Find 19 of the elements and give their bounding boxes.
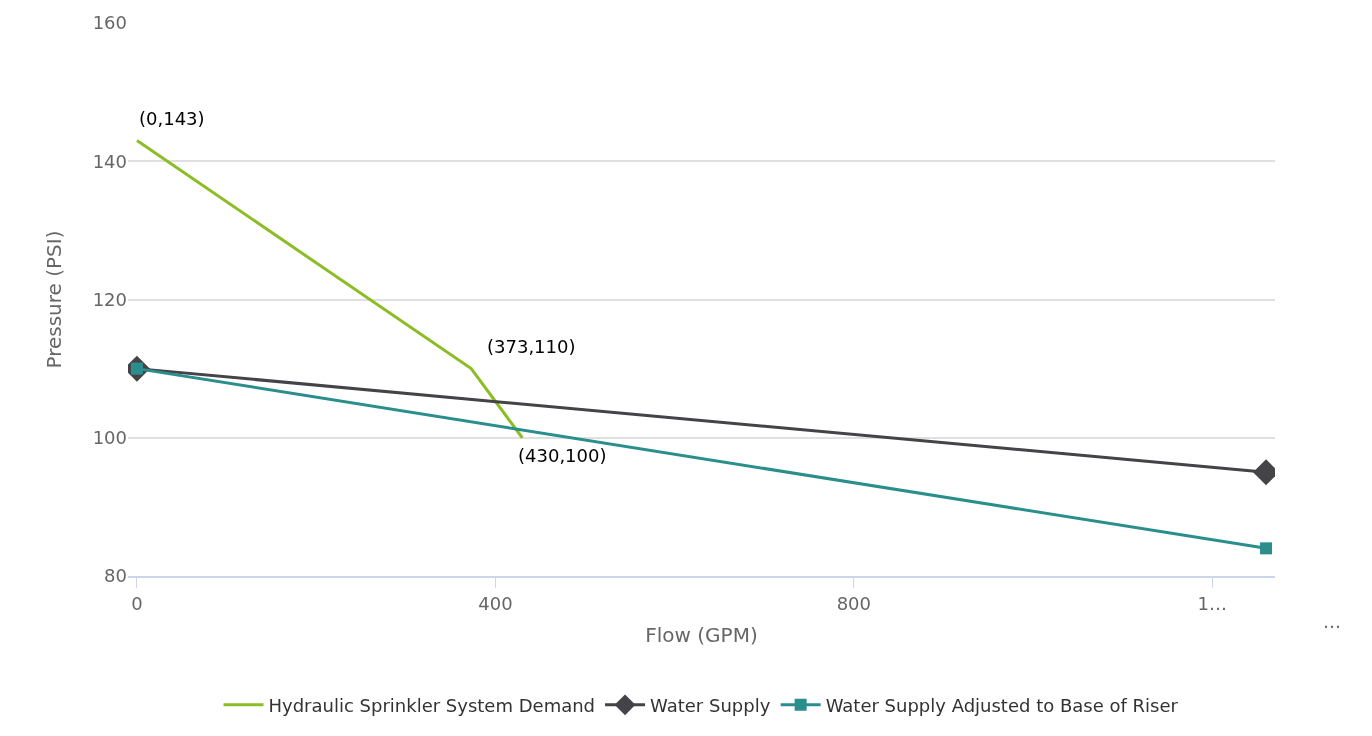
y-tick-label: 120	[92, 288, 127, 310]
x-tick-label: 800	[836, 592, 872, 614]
y-tick-label: 160	[92, 12, 127, 34]
y-tick-label: 100	[92, 427, 127, 449]
x-axis-title: Flow (GPM)	[645, 622, 758, 647]
legend-label: Water Supply	[650, 694, 771, 716]
text: …	[1323, 611, 1341, 632]
y-axis-title: Pressure (PSI)	[42, 230, 67, 369]
y-tick-label: 140	[92, 150, 127, 172]
annotation: (430,100)	[518, 445, 607, 466]
legend-label: Water Supply Adjusted to Base of Riser	[825, 694, 1179, 716]
y-tick-label: 80	[104, 565, 127, 587]
annotation: (0,143)	[139, 108, 205, 129]
x-tick-label: 0	[131, 592, 143, 614]
legend-label: Hydraulic Sprinkler System Demand	[268, 694, 596, 716]
annotation: (373,110)	[487, 336, 576, 357]
x-tick-label: 1…	[1197, 592, 1227, 614]
point	[1260, 542, 1273, 555]
x-tick-label: 400	[478, 592, 513, 614]
